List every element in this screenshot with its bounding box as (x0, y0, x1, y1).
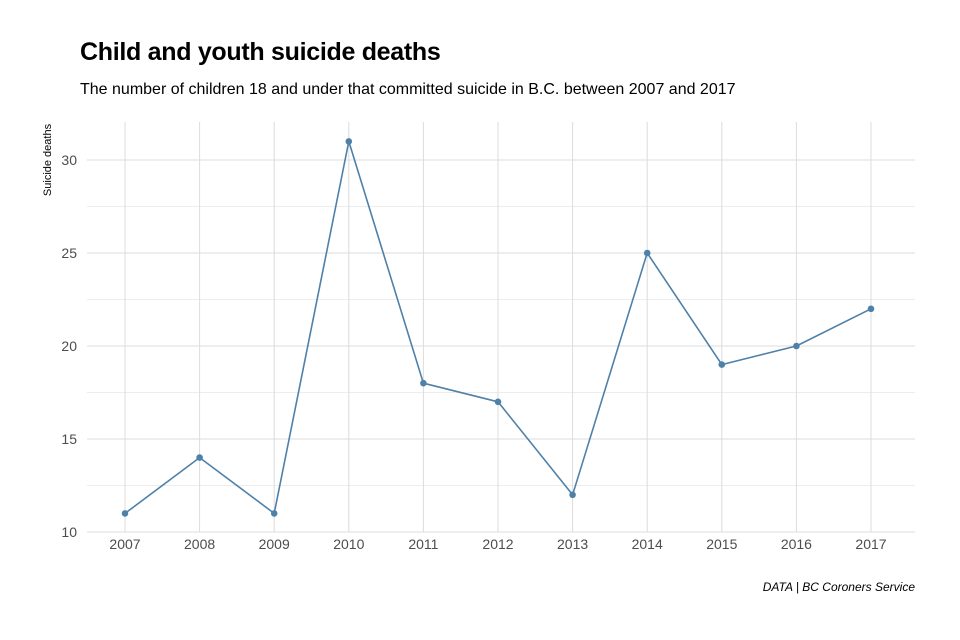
x-tick-label: 2008 (184, 536, 215, 552)
data-point (867, 305, 875, 313)
x-tick-label: 2015 (706, 536, 737, 552)
data-point (494, 398, 502, 406)
x-tick-label: 2013 (557, 536, 588, 552)
x-tick-label: 2011 (408, 536, 438, 552)
data-point (420, 379, 427, 387)
y-tick-label: 25 (61, 245, 77, 261)
y-tick-label: 10 (61, 524, 77, 540)
y-tick-label: 30 (61, 152, 77, 168)
x-tick-label: 2017 (855, 536, 886, 552)
data-point (569, 491, 576, 499)
chart-subtitle: The number of children 18 and under that… (80, 81, 736, 98)
data-point (196, 454, 203, 461)
x-tick-label: 2016 (781, 536, 812, 552)
grid (87, 122, 915, 533)
x-tick-label: 2009 (259, 536, 290, 552)
data-point (793, 342, 800, 350)
data-point (270, 510, 278, 517)
data-point (345, 138, 353, 145)
data-point (718, 361, 726, 368)
x-tick-label: 2007 (109, 536, 140, 552)
y-tick-label: 15 (61, 431, 77, 447)
x-tick-label: 2014 (632, 536, 663, 552)
series (121, 138, 875, 517)
chart-caption: DATA | BC Coroners Service (762, 580, 915, 594)
y-tick-label: 20 (61, 338, 77, 354)
x-axis-ticks: 2007 2008 2009 2010 2011 2012 2013 2014 2015 2016… (109, 536, 886, 552)
data-point (643, 249, 651, 257)
x-tick-label: 2012 (482, 536, 513, 552)
chart-title: Child and youth suicide deaths (80, 38, 441, 66)
x-tick-label: 2010 (333, 536, 364, 552)
data-point (121, 510, 129, 517)
y-axis-title: Suicide deaths (42, 123, 54, 196)
y-axis-ticks: 10 15 20 25 30 (61, 152, 77, 540)
